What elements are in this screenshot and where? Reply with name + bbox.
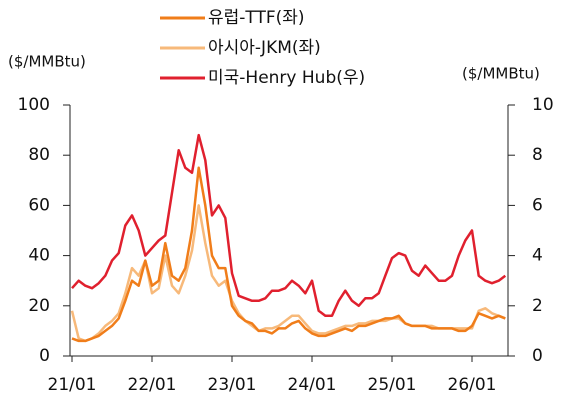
y2-tick-label: 4 <box>532 246 543 266</box>
x-tick-label: 26/01 <box>448 375 497 395</box>
y-tick-label: 60 <box>28 195 50 215</box>
y-tick-label: 100 <box>18 95 50 115</box>
x-tick-label: 23/01 <box>208 375 257 395</box>
x-tick-label: 22/01 <box>128 375 177 395</box>
y-tick-label: 20 <box>28 296 50 316</box>
y-tick-label: 40 <box>28 246 50 266</box>
x-tick-label: 25/01 <box>368 375 417 395</box>
series-line <box>71 133 507 318</box>
y-tick-label: 0 <box>39 346 50 366</box>
y-axis-label: ($/MMBtu) <box>8 53 86 71</box>
y2-tick-label: 6 <box>532 195 543 215</box>
series-line <box>71 166 506 343</box>
y2-tick-label: 2 <box>532 296 543 316</box>
y2-axis-label: ($/MMBtu) <box>462 65 540 83</box>
x-tick-label: 21/01 <box>48 375 97 395</box>
legend-label: 아시아-JKM(좌) <box>208 38 321 58</box>
legend-label: 유럽-TTF(좌) <box>208 8 305 28</box>
x-tick-label: 24/01 <box>288 375 337 395</box>
y2-tick-label: 10 <box>532 95 554 115</box>
y2-tick-label: 0 <box>532 346 543 366</box>
y2-tick-label: 8 <box>532 145 543 165</box>
legend-label: 미국-Henry Hub(우) <box>208 68 365 88</box>
y-tick-label: 80 <box>28 145 50 165</box>
